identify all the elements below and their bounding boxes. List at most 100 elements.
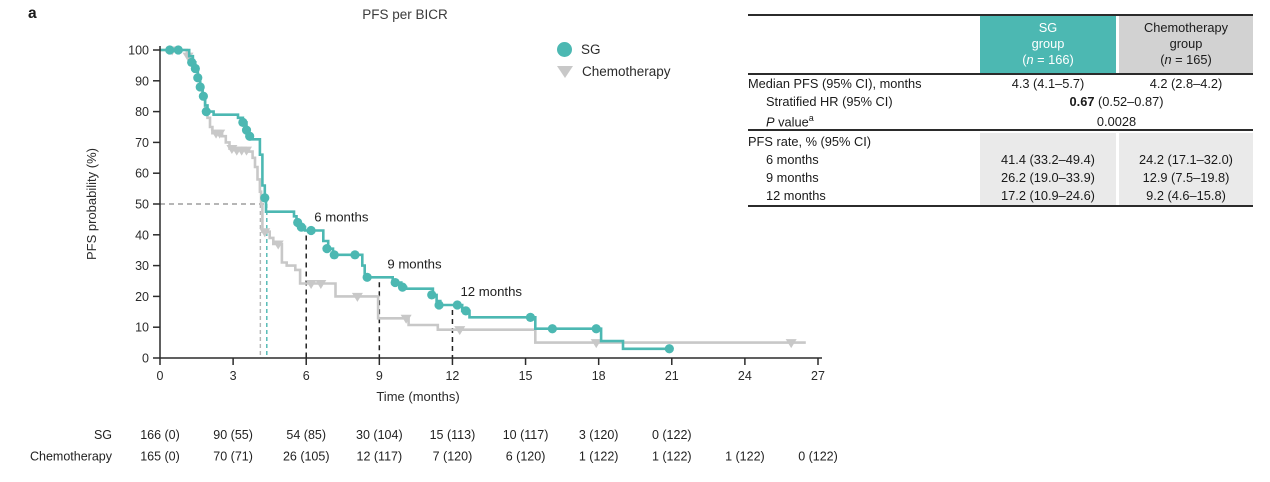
rate-row-12-months: 12 months 17.2 (10.9–24.6) 9.2 (4.6–15.8… xyxy=(748,187,1253,205)
legend: SG Chemotherapy xyxy=(557,38,671,82)
summary-table-header: SG group (n = 166) Chemotherapy group (n… xyxy=(748,16,1253,73)
risk-count: 166 (0) xyxy=(140,428,180,442)
sg-censor-marker xyxy=(245,131,255,141)
risk-count: 1 (122) xyxy=(725,450,765,464)
circle-icon xyxy=(557,41,572,57)
pfs-rate-section: PFS rate, % (95% CI) 6 months 41.4 (33.2… xyxy=(748,132,1253,205)
sg-censor-marker xyxy=(427,290,437,300)
x-tick-label: 6 xyxy=(303,369,310,383)
stratified-hr-label: Stratified HR (95% CI) xyxy=(766,93,893,109)
sg-col-sub: group xyxy=(1031,36,1065,51)
annotation-label-6-months: 6 months xyxy=(314,209,369,224)
risk-count: 0 (122) xyxy=(798,450,838,464)
stratified-hr-row: Stratified HR (95% CI) 0.67 (0.52–0.87) xyxy=(748,93,1253,111)
y-tick-label: 0 xyxy=(142,352,149,366)
legend-label-chemotherapy: Chemotherapy xyxy=(582,63,671,79)
risk-row-label: SG xyxy=(94,428,112,442)
rate-12-sg-value: 17.2 (10.9–24.6) xyxy=(1001,187,1095,203)
x-tick-label: 24 xyxy=(738,369,752,383)
y-tick-label: 10 xyxy=(135,321,149,335)
sg-censor-marker xyxy=(195,82,205,92)
table-rule-bottom xyxy=(748,204,1253,207)
chemo-censor-marker xyxy=(400,314,412,324)
sg-censor-marker xyxy=(201,107,211,117)
sg-censor-marker xyxy=(306,225,316,236)
risk-count: 0 (122) xyxy=(652,428,692,442)
rate-row-6-months: 6 months 41.4 (33.2–49.4) 24.2 (17.1–32.… xyxy=(748,151,1253,169)
sg-censor-marker xyxy=(390,277,400,288)
sg-censor-marker xyxy=(362,272,372,282)
x-tick-label: 0 xyxy=(157,369,164,383)
sg-censor-marker xyxy=(591,324,601,334)
p-value: 0.0028 xyxy=(1096,114,1137,130)
chemo-censor-marker xyxy=(351,292,363,302)
sg-curve xyxy=(160,48,672,351)
annotation-label-12-months: 12 months xyxy=(460,284,522,299)
y-tick-label: 90 xyxy=(135,74,149,88)
y-tick-label: 20 xyxy=(135,290,149,304)
y-tick-label: 100 xyxy=(128,44,149,58)
y-tick-label: 80 xyxy=(135,105,149,119)
legend-label-sg: SG xyxy=(581,41,601,57)
median-pfs-sg-value: 4.3 (4.1–5.7) xyxy=(1011,76,1085,91)
sg-censor-marker xyxy=(525,312,536,322)
risk-count: 1 (122) xyxy=(579,450,619,464)
summary-table: SG group (n = 166) Chemotherapy group (n… xyxy=(748,14,1253,207)
x-tick-label: 27 xyxy=(811,369,825,383)
column-header-chemotherapy-group: Chemotherapy group (n = 165) xyxy=(1119,16,1253,73)
risk-count: 3 (120) xyxy=(579,428,619,442)
sg-censor-marker xyxy=(193,73,203,83)
rate-6-label: 6 months xyxy=(766,151,819,167)
risk-count: 6 (120) xyxy=(506,450,546,464)
y-tick-label: 60 xyxy=(135,167,149,181)
sg-censor-marker xyxy=(322,244,332,254)
annotation-label-9-months: 9 months xyxy=(387,256,442,271)
risk-count: 54 (85) xyxy=(286,428,326,442)
median-pfs-chemo-value: 4.2 (2.8–4.2) xyxy=(1149,76,1223,91)
rate-9-sg-value: 26.2 (19.0–33.9) xyxy=(1001,169,1095,185)
header-spacer xyxy=(748,16,980,73)
chemo-censor-marker xyxy=(272,240,284,250)
y-axis-label: PFS probability (%) xyxy=(84,148,99,260)
risk-count: 7 (120) xyxy=(433,450,473,464)
sg-censor-marker xyxy=(165,45,175,55)
sg-censor-marker xyxy=(260,193,270,203)
sg-censor-marker xyxy=(547,324,557,334)
median-pfs-label: Median PFS (95% CI), months xyxy=(748,76,922,91)
sg-censor-marker xyxy=(452,300,462,310)
chemo-censor-marker xyxy=(259,228,271,238)
p-value-row: P valuea 0.0028 xyxy=(748,110,1253,130)
rate-6-chemo-value: 24.2 (17.1–32.0) xyxy=(1139,151,1233,167)
sg-col-n: (n = 166) xyxy=(1022,52,1074,67)
risk-count: 10 (117) xyxy=(503,428,549,442)
risk-count: 70 (71) xyxy=(213,450,253,464)
column-header-sg-group: SG group (n = 166) xyxy=(980,16,1116,73)
chemo-col-n: (n = 165) xyxy=(1160,52,1212,67)
table-rule-mid xyxy=(748,128,1253,131)
y-tick-label: 50 xyxy=(135,198,149,212)
chemo-censor-marker xyxy=(315,279,327,289)
chemo-censor-marker xyxy=(454,326,466,336)
pfs-rate-label: PFS rate, % (95% CI) xyxy=(748,133,872,149)
chemo-col-sub: group xyxy=(1169,36,1203,51)
risk-count: 90 (55) xyxy=(213,428,253,442)
y-tick-label: 30 xyxy=(135,259,149,273)
risk-count: 165 (0) xyxy=(140,450,180,464)
y-tick-label: 70 xyxy=(135,136,149,150)
rate-12-chemo-value: 9.2 (4.6–15.8) xyxy=(1146,187,1226,203)
legend-item-chemotherapy: Chemotherapy xyxy=(557,60,671,82)
sg-censor-marker xyxy=(296,222,306,232)
x-tick-label: 3 xyxy=(230,369,237,383)
sg-censor-marker xyxy=(461,306,471,316)
sg-column-shading xyxy=(980,132,1116,205)
x-axis-label: Time (months) xyxy=(376,389,459,404)
sg-censor-marker xyxy=(397,282,408,292)
sg-col-name: SG xyxy=(1038,20,1058,35)
median-pfs-row: Median PFS (95% CI), months 4.3 (4.1–5.7… xyxy=(748,75,1253,93)
rate-9-chemo-value: 12.9 (7.5–19.8) xyxy=(1142,169,1230,185)
chemo-censor-marker xyxy=(590,339,602,349)
sg-censor-marker xyxy=(664,344,674,354)
rate-9-label: 9 months xyxy=(766,169,819,185)
p-value-label: P valuea xyxy=(766,113,814,130)
